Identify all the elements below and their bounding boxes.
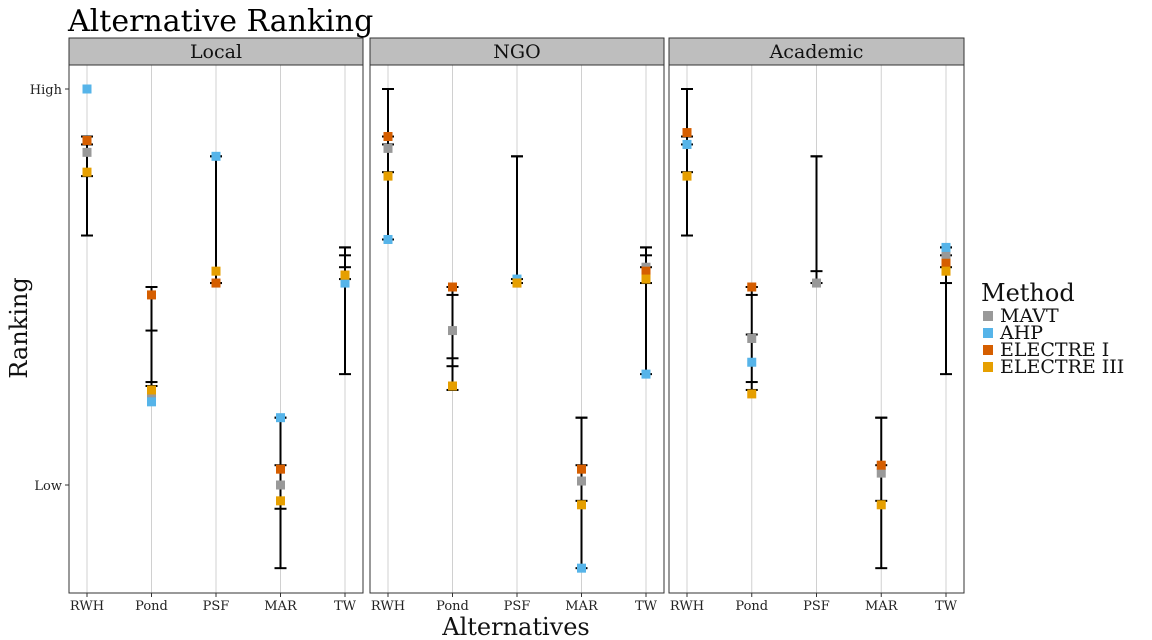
- point-electre-iii: [276, 496, 285, 506]
- point-electre-i: [641, 266, 651, 276]
- point-ahp: [147, 397, 156, 407]
- point-electre-iii: [641, 274, 651, 284]
- point-electre-iii: [211, 266, 221, 276]
- point-ahp: [340, 278, 350, 288]
- point-mavt: [812, 278, 821, 288]
- point-ahp: [276, 413, 285, 423]
- legend-key: [983, 362, 993, 372]
- point-electre-i: [147, 290, 156, 300]
- x-tick-label: RWH: [371, 599, 405, 614]
- point-ahp: [747, 357, 757, 367]
- point-electre-i: [876, 460, 886, 470]
- point-mavt: [941, 250, 951, 260]
- x-tick-label: RWH: [670, 599, 704, 614]
- point-electre-iii: [147, 385, 156, 395]
- point-electre-iii: [448, 381, 457, 391]
- point-ahp: [82, 84, 92, 94]
- point-ahp: [577, 563, 586, 573]
- x-tick-label: RWH: [70, 599, 104, 614]
- legend-label: ELECTRE I: [1000, 339, 1109, 361]
- point-ahp: [682, 139, 692, 149]
- point-electre-iii: [747, 389, 757, 399]
- facet-strip-label: NGO: [493, 41, 540, 63]
- chart-title: Alternative Ranking: [67, 4, 373, 39]
- y-axis-title: Ranking: [5, 277, 33, 378]
- point-electre-iii: [512, 278, 522, 288]
- legend-title: Method: [981, 279, 1075, 307]
- point-electre-iii: [876, 500, 886, 510]
- facet-strip: [668, 37, 965, 66]
- x-tick-label: Pond: [436, 599, 469, 614]
- point-electre-i: [383, 132, 393, 142]
- point-ahp: [383, 234, 393, 244]
- point-electre-iii: [340, 270, 350, 280]
- x-tick-label: TW: [935, 599, 958, 614]
- point-mavt: [577, 476, 586, 486]
- panel-ngo: NGO RWH Pond PSF MAR TW: [369, 37, 665, 614]
- errorbar: [339, 246, 351, 376]
- point-electre-i: [747, 282, 757, 292]
- x-tick-label: MAR: [264, 599, 298, 614]
- point-ahp: [941, 242, 951, 252]
- facet-strip: [68, 37, 364, 66]
- point-ahp: [211, 151, 221, 161]
- point-electre-iii: [577, 500, 586, 510]
- point-electre-i: [941, 258, 951, 268]
- y-axis: High Low: [30, 83, 69, 494]
- point-mavt: [82, 147, 92, 157]
- point-mavt: [876, 468, 886, 478]
- legend-label: AHP: [999, 322, 1043, 344]
- x-axis-title: Alternatives: [441, 613, 590, 640]
- point-ahp: [641, 369, 651, 379]
- point-electre-i: [82, 135, 92, 145]
- legend-label: ELECTRE III: [1000, 356, 1124, 378]
- y-tick-label: High: [30, 83, 63, 98]
- legend-key: [983, 328, 993, 338]
- legend-label: MAVT: [1000, 305, 1059, 327]
- x-tick-label: PSF: [803, 599, 830, 614]
- point-electre-iii: [383, 171, 393, 181]
- point-electre-i: [448, 282, 457, 292]
- point-electre-i: [276, 464, 285, 474]
- x-tick-label: TW: [334, 599, 357, 614]
- point-mavt: [747, 333, 757, 343]
- x-tick-label: Pond: [735, 599, 768, 614]
- legend-key: [983, 311, 993, 321]
- facet-strip-label: Local: [190, 41, 242, 63]
- panel-academic: Academic RWH Pond PSF MAR TW: [668, 37, 965, 614]
- point-electre-iii: [82, 167, 92, 177]
- y-tick-label: Low: [34, 479, 62, 494]
- x-tick-label: PSF: [504, 599, 531, 614]
- point-mavt: [276, 480, 285, 490]
- x-tick-label: MAR: [565, 599, 599, 614]
- x-tick-label: PSF: [203, 599, 230, 614]
- point-electre-i: [682, 128, 692, 138]
- panel-local: Local RWH Pond PSF MAR TW: [68, 37, 364, 614]
- point-electre-i: [577, 464, 586, 474]
- x-tick-label: TW: [635, 599, 658, 614]
- legend-key: [983, 345, 993, 355]
- point-electre-iii: [682, 171, 692, 181]
- point-mavt: [383, 143, 393, 153]
- point-electre-iii: [941, 266, 951, 276]
- x-tick-label: Pond: [135, 599, 168, 614]
- facet-strip-label: Academic: [769, 41, 864, 63]
- x-tick-label: MAR: [865, 599, 899, 614]
- point-electre-i: [211, 278, 221, 288]
- point-mavt: [448, 326, 457, 336]
- facet-strip: [369, 37, 665, 66]
